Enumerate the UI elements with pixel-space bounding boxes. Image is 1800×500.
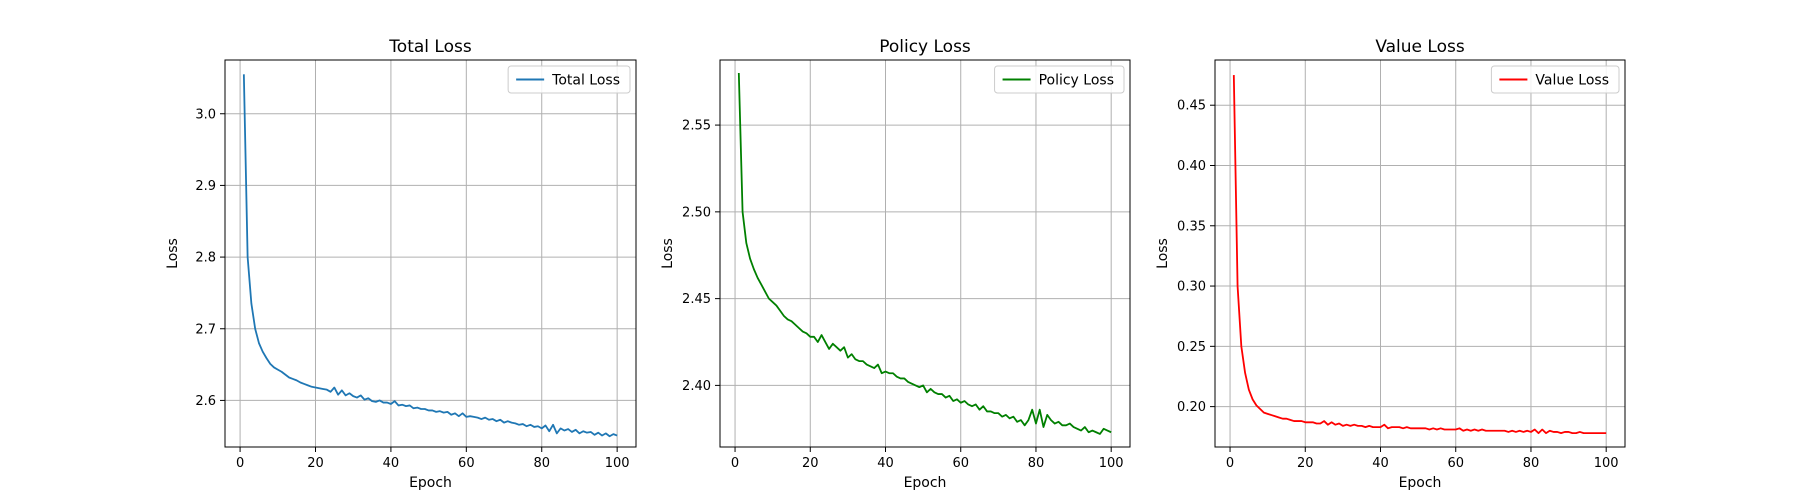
legend-label: Policy Loss xyxy=(1039,73,1114,89)
y-tick-label: 2.55 xyxy=(682,119,711,134)
y-tick-label: 0.40 xyxy=(1177,159,1206,174)
y-tick-label: 0.45 xyxy=(1177,99,1206,114)
x-tick-label: 100 xyxy=(1099,456,1124,471)
x-tick-label: 0 xyxy=(731,456,739,471)
y-tick-label: 2.9 xyxy=(195,179,216,194)
series-line xyxy=(1232,75,1607,435)
x-tick-label: 0 xyxy=(236,456,244,471)
series-line xyxy=(737,72,1112,435)
y-tick-label: 3.0 xyxy=(195,107,216,122)
x-tick-label: 80 xyxy=(1028,456,1045,471)
chart-title: Value Loss xyxy=(1375,37,1465,57)
x-tick-label: 80 xyxy=(533,456,550,471)
x-tick-label: 20 xyxy=(1297,456,1314,471)
x-axis-label: Epoch xyxy=(904,475,947,491)
y-tick-label: 0.25 xyxy=(1177,340,1206,355)
x-tick-label: 60 xyxy=(458,456,475,471)
legend: Policy Loss xyxy=(994,65,1125,94)
x-axis-label: Epoch xyxy=(1399,475,1442,491)
legend: Value Loss xyxy=(1490,65,1620,94)
x-tick-label: 40 xyxy=(1372,456,1389,471)
subplot-policy-loss: 0 20 40 60 80 100 2.40 2.45 2.50 2.55 Policy Loss E… xyxy=(660,37,1131,491)
plot-frame xyxy=(719,59,1131,448)
legend-box xyxy=(994,65,1125,94)
legend-label: Total Loss xyxy=(551,73,620,89)
y-tick-label: 2.7 xyxy=(195,322,216,337)
x-tick-label: 20 xyxy=(307,456,324,471)
plot-frame xyxy=(224,59,637,448)
legend-box xyxy=(507,65,631,94)
legend-label: Value Loss xyxy=(1535,73,1609,89)
y-tick-label: 2.8 xyxy=(195,251,216,266)
x-tick-label: 40 xyxy=(383,456,400,471)
y-axis-label: Loss xyxy=(660,238,676,269)
x-axis-label: Epoch xyxy=(409,475,452,491)
y-tick-label: 2.45 xyxy=(682,292,711,307)
x-tick-label: 80 xyxy=(1523,456,1540,471)
y-tick-label: 2.50 xyxy=(682,205,711,220)
x-tick-label: 40 xyxy=(877,456,894,471)
y-axis-label: Loss xyxy=(1155,238,1171,269)
subplot-value-loss: 0 20 40 60 80 100 0.20 0.25 0.30 0.35 0.40 0.45 Valu… xyxy=(1155,37,1626,491)
legend-box xyxy=(1490,65,1620,94)
x-tick-label: 0 xyxy=(1226,456,1234,471)
series-line xyxy=(242,74,618,438)
y-tick-label: 0.35 xyxy=(1177,219,1206,234)
chart-title: Total Loss xyxy=(388,37,472,57)
plot-frame xyxy=(1214,59,1626,448)
x-tick-label: 60 xyxy=(1447,456,1464,471)
y-tick-label: 2.40 xyxy=(682,379,711,394)
y-tick-label: 0.20 xyxy=(1177,400,1206,415)
y-axis-label: Loss xyxy=(165,238,181,269)
y-tick-label: 0.30 xyxy=(1177,280,1206,295)
x-tick-label: 20 xyxy=(802,456,819,471)
x-tick-label: 60 xyxy=(952,456,969,471)
legend: Total Loss xyxy=(507,65,631,94)
y-tick-label: 2.6 xyxy=(195,394,216,409)
x-tick-label: 100 xyxy=(605,456,630,471)
chart-title: Policy Loss xyxy=(879,37,971,57)
subplot-total-loss: 0 20 40 60 80 100 2.6 2.7 2.8 2.9 3.0 Total Loss Epo… xyxy=(165,37,637,491)
x-tick-label: 100 xyxy=(1594,456,1619,471)
